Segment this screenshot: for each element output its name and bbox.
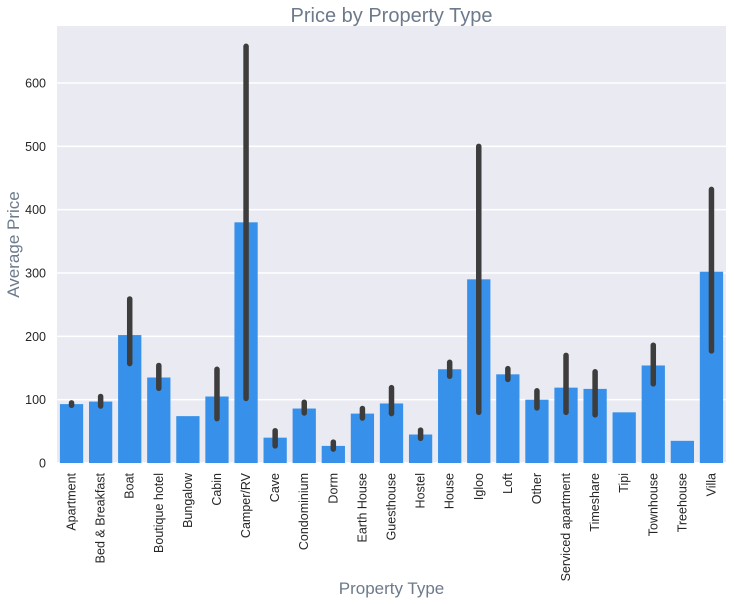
bar xyxy=(263,437,287,463)
x-tick-label: Treehouse xyxy=(675,473,689,532)
x-tick-label: Condominium xyxy=(297,473,311,550)
x-tick-label: Apartment xyxy=(65,472,79,530)
bar xyxy=(176,416,200,463)
x-tick-label: Townhouse xyxy=(646,473,660,536)
bar xyxy=(205,396,229,463)
x-tick-label: Cave xyxy=(268,473,282,502)
bar xyxy=(554,387,578,463)
bar xyxy=(88,401,113,463)
x-tick-label: Hostel xyxy=(414,473,428,508)
bar xyxy=(438,369,462,463)
y-tick-label: 100 xyxy=(25,393,46,407)
x-tick-label: Loft xyxy=(501,472,515,493)
x-tick-label: Igloo xyxy=(472,473,486,500)
bar xyxy=(525,399,549,463)
bar xyxy=(583,388,607,463)
bar-series xyxy=(59,222,724,463)
bar xyxy=(147,377,171,463)
y-axis-label: Average Price xyxy=(4,191,23,297)
error-bars xyxy=(68,43,715,452)
bar xyxy=(292,408,316,463)
x-tick-label: Boutique hotel xyxy=(152,473,166,553)
y-tick-label: 400 xyxy=(25,203,46,217)
bar xyxy=(350,413,375,463)
x-axis-label: Property Type xyxy=(339,579,445,598)
x-tick-label: Bungalow xyxy=(181,472,195,528)
chart-title: Price by Property Type xyxy=(291,5,493,27)
y-tick-label: 500 xyxy=(25,140,46,154)
x-tick-label: Dorm xyxy=(326,473,340,504)
bar xyxy=(612,412,636,463)
bar xyxy=(496,374,520,463)
x-tick-labels: Apartment Bed & Breakfast Boat Boutique hot… xyxy=(65,472,719,581)
bar xyxy=(641,365,665,463)
bar xyxy=(379,403,404,463)
x-tick-label: Boat xyxy=(123,472,137,498)
x-tick-label: Tipi xyxy=(617,473,631,493)
x-tick-label: Earth House xyxy=(355,473,369,543)
bar xyxy=(408,434,433,463)
x-tick-label: Serviced apartment xyxy=(559,472,573,581)
x-tick-label: Timeshare xyxy=(588,473,602,532)
x-tick-label: Bed & Breakfast xyxy=(94,472,108,563)
y-tick-label: 300 xyxy=(25,267,46,281)
x-tick-label: Villa xyxy=(704,473,718,496)
bar xyxy=(699,271,724,463)
x-tick-label: Other xyxy=(530,473,544,504)
bar xyxy=(118,335,142,463)
y-tick-labels: 0 100 200 300 400 500 600 xyxy=(25,77,46,471)
x-tick-label: Cabin xyxy=(210,473,224,506)
y-tick-label: 0 xyxy=(39,457,46,471)
x-tick-label: Camper/RV xyxy=(239,472,253,538)
bar xyxy=(59,404,84,463)
y-tick-label: 200 xyxy=(25,330,46,344)
x-tick-label: Guesthouse xyxy=(385,473,399,540)
x-tick-label: House xyxy=(443,473,457,509)
bar xyxy=(670,440,695,463)
y-tick-label: 600 xyxy=(25,77,46,91)
bar xyxy=(321,445,345,463)
